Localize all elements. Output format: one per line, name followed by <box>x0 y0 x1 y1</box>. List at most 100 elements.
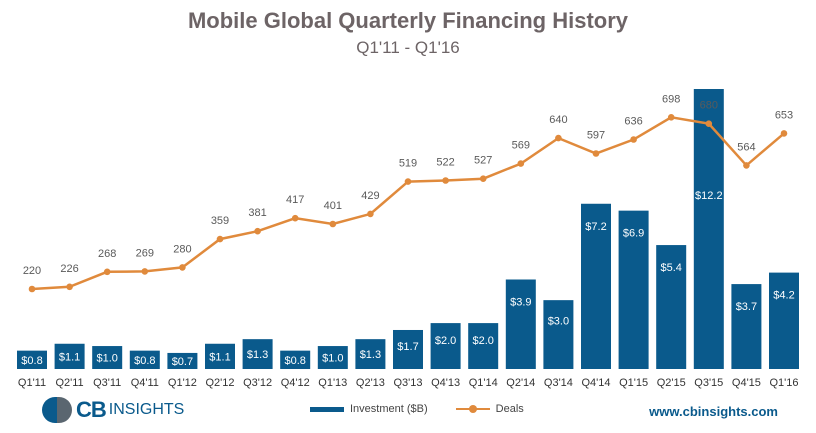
x-tick-label: Q4'15 <box>732 377 761 389</box>
deals-label: 527 <box>474 155 492 167</box>
investment-label: $0.7 <box>172 356 193 368</box>
deals-point <box>367 210 374 218</box>
deals-label: 636 <box>624 116 642 128</box>
investment-label: $3.9 <box>510 296 531 308</box>
deals-label: 359 <box>211 215 229 227</box>
x-tick-label: Q1'16 <box>769 377 798 389</box>
investment-bar <box>242 339 273 369</box>
deals-label: 429 <box>361 190 379 202</box>
deals-point <box>442 177 449 184</box>
investment-label: $6.9 <box>623 228 644 240</box>
x-tick-label: Q1'15 <box>619 377 648 389</box>
investment-bar <box>317 346 348 369</box>
investment-bar <box>656 245 687 369</box>
investment-label: $3.0 <box>548 315 569 327</box>
logo-cb-text: CB <box>76 397 107 422</box>
deals-point <box>103 268 111 276</box>
deals-point <box>404 178 412 185</box>
deals-label: 280 <box>173 243 191 255</box>
deals-label: 269 <box>136 247 154 259</box>
x-tick-label: Q2'12 <box>205 377 234 389</box>
investment-bar <box>54 343 85 369</box>
deals-label: 569 <box>512 140 530 152</box>
chart-subtitle: Q1'11 - Q1'16 <box>356 38 460 57</box>
investment-label: $0.8 <box>284 355 305 367</box>
legend: Investment ($B) Deals <box>310 400 552 418</box>
investment-bar <box>731 284 762 369</box>
website-link[interactable]: www.cbinsights.com <box>649 404 778 419</box>
chart-title: Mobile Global Quarterly Financing Histor… <box>187 8 629 33</box>
investment-bar <box>581 203 611 369</box>
deals-label: 401 <box>324 200 342 212</box>
deals-label: 381 <box>248 207 266 219</box>
deals-point <box>517 160 525 167</box>
deals-point <box>667 114 675 121</box>
deals-point <box>705 120 713 127</box>
investment-label: $1.3 <box>360 349 381 361</box>
investment-bar <box>618 210 649 369</box>
deals-points <box>28 114 788 293</box>
deals-point <box>28 285 36 293</box>
logo-mark-icon <box>42 397 72 423</box>
investment-bar <box>167 352 198 369</box>
investment-label: $2.0 <box>435 335 456 347</box>
deals-point <box>66 283 73 291</box>
cb-insights-logo: CB INSIGHTS <box>42 397 184 423</box>
investment-bar <box>17 350 47 369</box>
x-tick-label: Q3'11 <box>93 377 121 389</box>
x-tick-label: Q2'13 <box>356 377 385 389</box>
deals-point <box>743 162 750 169</box>
deals-label: 417 <box>286 194 304 206</box>
deals-point <box>630 136 637 143</box>
investment-bar <box>92 346 123 369</box>
investment-bar <box>543 300 574 369</box>
investment-label: $1.7 <box>397 341 418 353</box>
deals-point <box>780 130 788 137</box>
investment-bar <box>430 323 461 369</box>
legend-label-deals: Deals <box>495 403 524 415</box>
deals-label: 680 <box>700 100 718 112</box>
deals-label: 268 <box>98 248 116 260</box>
investment-bar <box>393 329 423 369</box>
deals-point <box>555 134 562 142</box>
x-tick-label: Q3'15 <box>694 377 723 389</box>
deals-point <box>291 214 299 222</box>
x-tick-label: Q2'14 <box>506 377 535 389</box>
investment-bar <box>355 339 386 369</box>
deals-label: 522 <box>436 157 454 169</box>
x-tick-label: Q4'14 <box>581 377 610 389</box>
investment-label: $1.1 <box>209 351 230 363</box>
investment-labels: $0.8 $1.1 $1.0 $0.8 $0.7 $1.1 $1.3 $0.8 $1.0 $1.3… <box>21 190 794 368</box>
investment-label: $1.3 <box>247 349 268 361</box>
x-tick-label: Q2'11 <box>55 377 83 389</box>
investment-label: $5.4 <box>660 262 681 274</box>
deals-point <box>479 175 487 182</box>
investment-label: $7.2 <box>585 221 606 233</box>
deals-label: 640 <box>549 114 567 126</box>
investment-label: $0.8 <box>21 355 42 367</box>
investment-bar <box>468 323 499 369</box>
legend-swatch-investment <box>310 406 344 412</box>
x-tick-label: Q4'13 <box>431 377 460 389</box>
investment-label: $1.1 <box>59 351 80 363</box>
deals-point <box>329 220 337 228</box>
deals-label: 220 <box>23 265 41 277</box>
investment-label: $12.2 <box>695 190 723 202</box>
x-tick-label: Q2'15 <box>657 377 686 389</box>
investment-bar <box>280 350 311 369</box>
x-tick-label: Q1'12 <box>168 377 197 389</box>
investment-label: $0.8 <box>134 355 155 367</box>
investment-bar <box>693 89 724 369</box>
deals-label: 597 <box>587 130 605 142</box>
investment-label: $1.0 <box>96 353 117 365</box>
legend-swatch-deals <box>455 405 490 413</box>
deals-label: 226 <box>60 263 78 275</box>
investment-bar <box>505 279 536 369</box>
investment-bar <box>769 272 799 369</box>
x-tick-label: Q4'12 <box>281 377 310 389</box>
deals-label: 698 <box>662 93 680 105</box>
legend-item-investment: Investment ($B) <box>310 403 428 415</box>
legend-item-deals: Deals <box>455 403 524 415</box>
x-tick-label: Q4'11 <box>131 377 159 389</box>
